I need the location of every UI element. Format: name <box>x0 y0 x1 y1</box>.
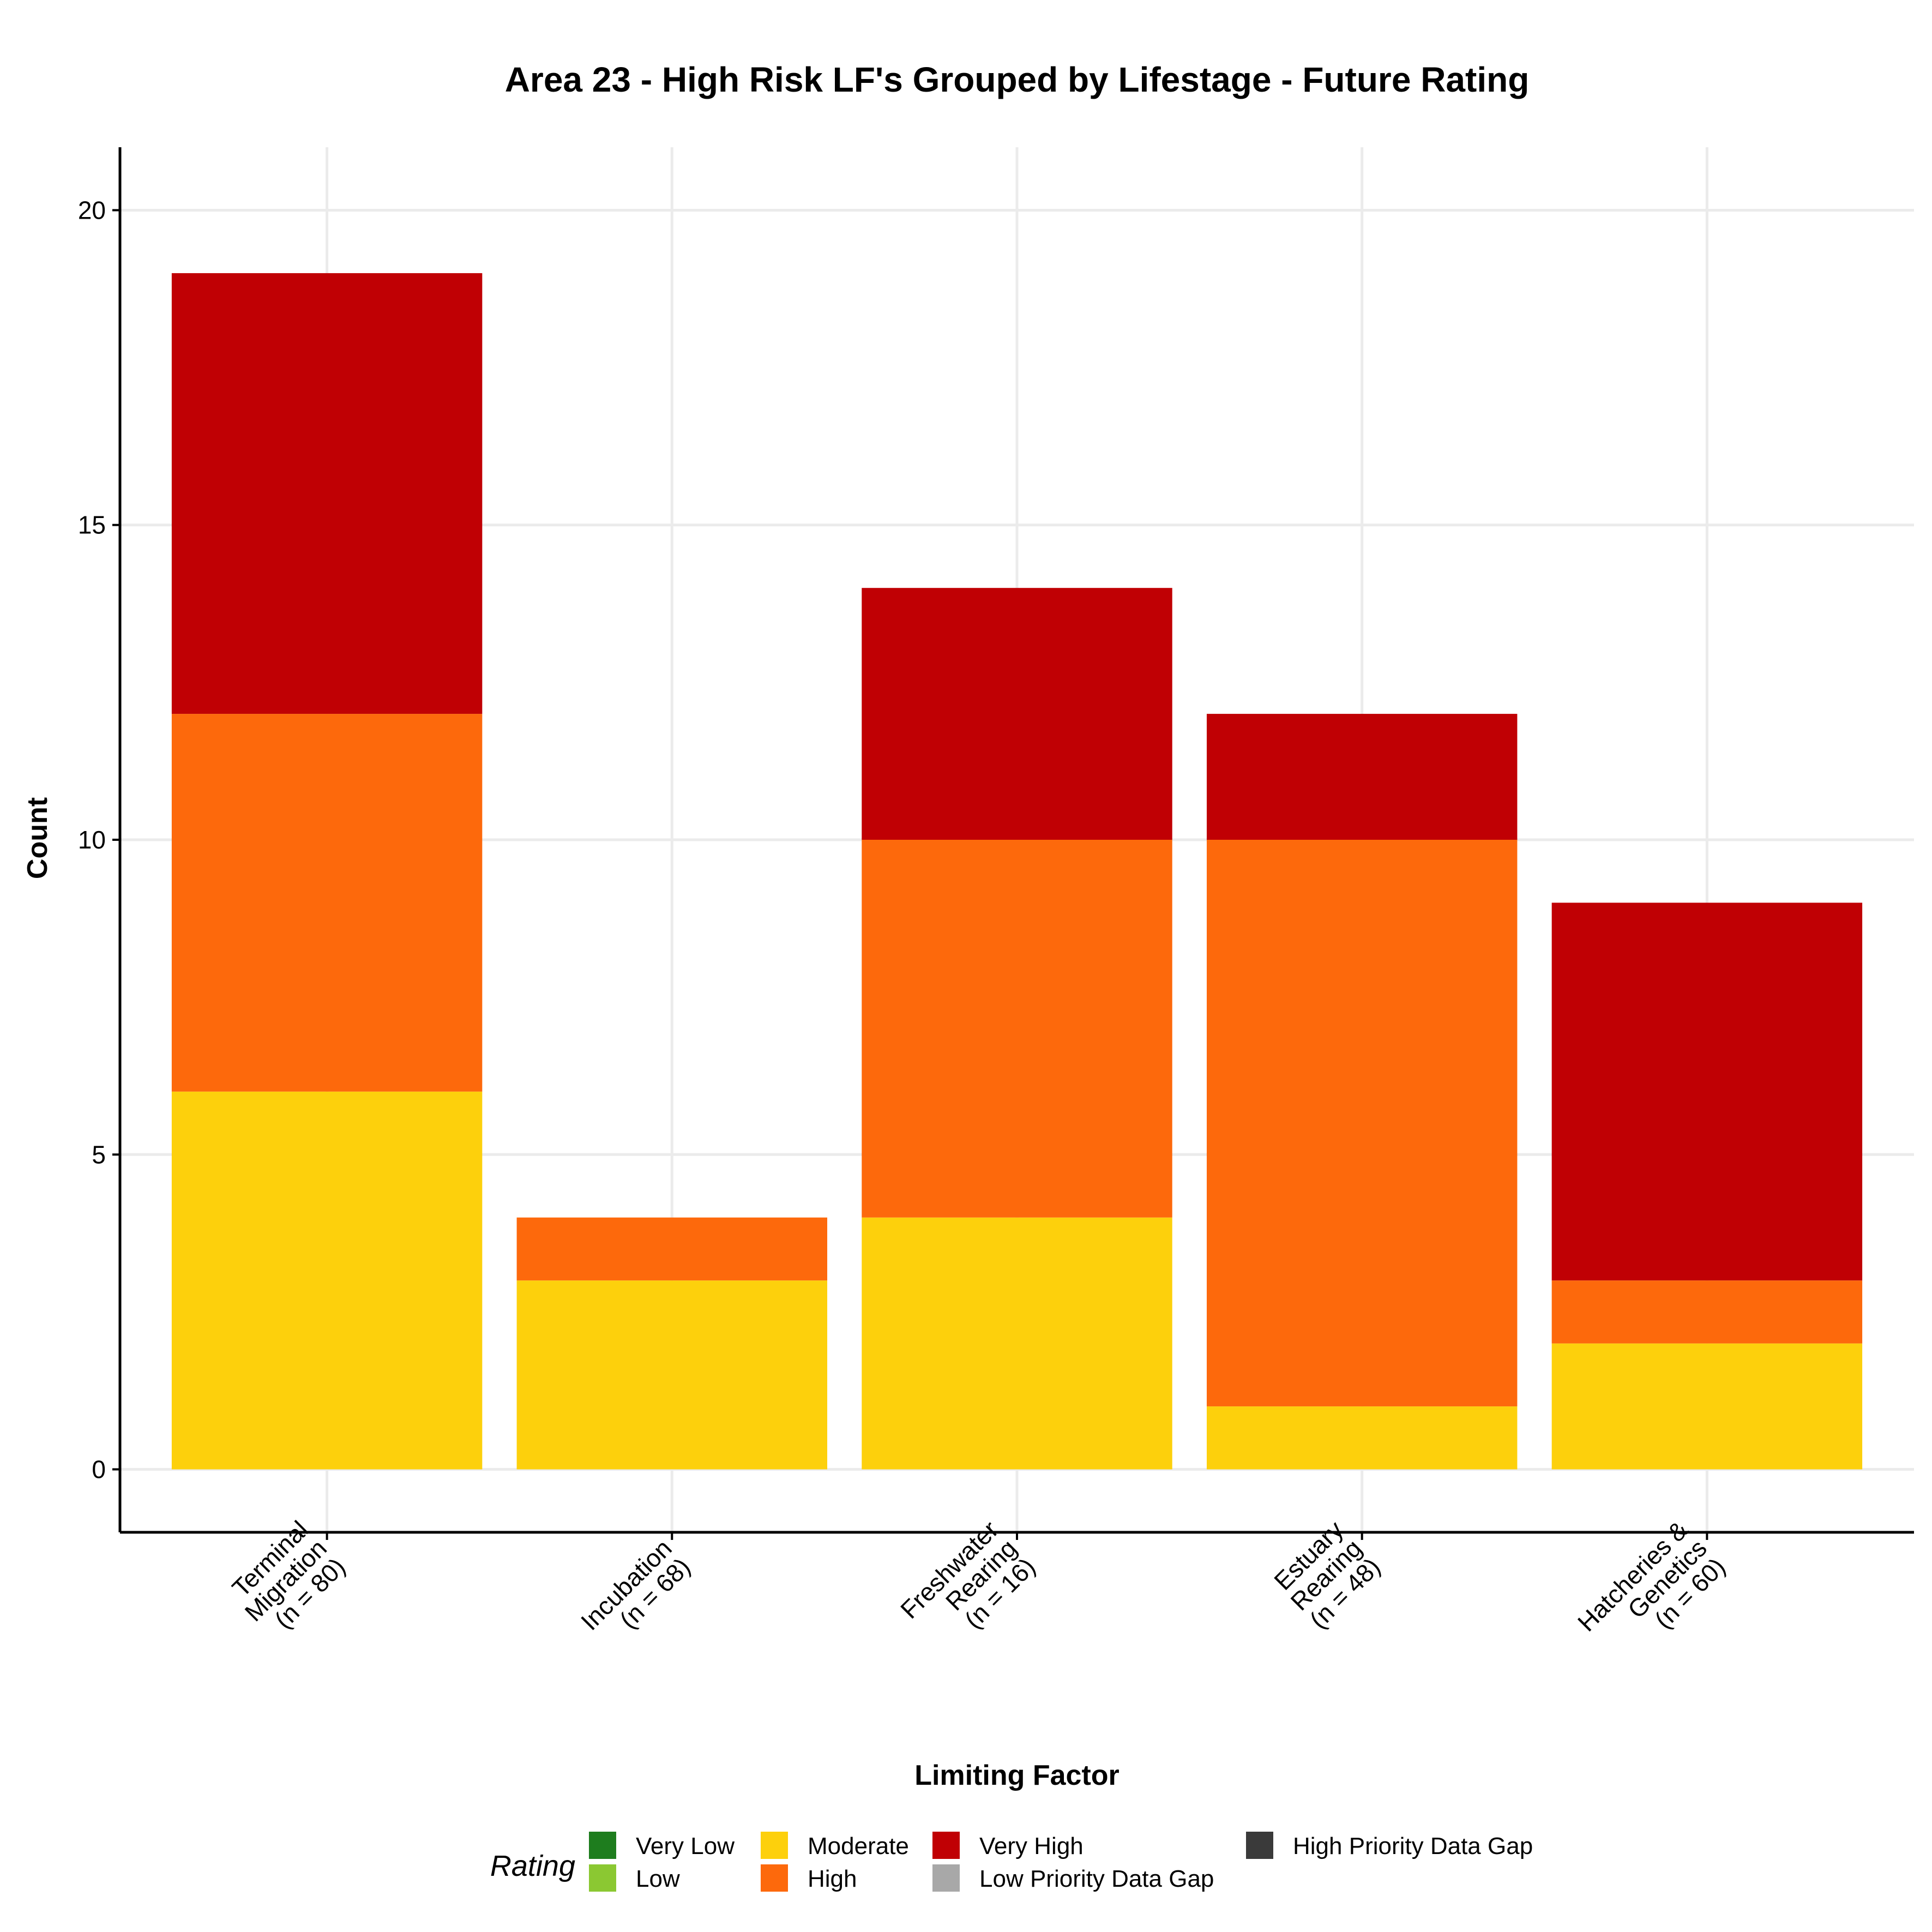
legend-swatch-low-priority-data-gap <box>932 1864 960 1892</box>
y-tick-label: 15 <box>78 511 106 539</box>
bar-high-3 <box>1206 840 1518 1407</box>
legend-label: Very High <box>979 1833 1084 1859</box>
bar-moderate-4 <box>1551 1343 1863 1470</box>
x-tick-label: FreshwaterRearing(n = 16) <box>895 1515 1040 1661</box>
legend-title: Rating <box>490 1850 575 1882</box>
chart-title: Area 23 - High Risk LF's Grouped by Life… <box>505 60 1530 99</box>
bar-high-2 <box>862 840 1172 1218</box>
legend-swatch-high <box>761 1864 788 1892</box>
legend-swatch-very-high <box>932 1832 960 1859</box>
bars <box>171 273 1863 1470</box>
y-tick-label: 20 <box>78 196 106 224</box>
bar-high-4 <box>1551 1280 1863 1344</box>
x-axis-title: Limiting Factor <box>914 1760 1120 1791</box>
bar-moderate-0 <box>171 1091 483 1470</box>
legend-swatch-very-low <box>589 1832 616 1859</box>
legend-label: Low <box>636 1865 680 1892</box>
x-axis-ticks: TerminalMigration(n = 80) Incubation(n = … <box>221 1515 1730 1661</box>
y-tick-label: 10 <box>78 826 106 854</box>
bar-moderate-3 <box>1206 1406 1518 1470</box>
legend-label: Moderate <box>808 1833 909 1859</box>
x-tick-label: Incubation(n = 68) <box>575 1534 696 1654</box>
bar-high-0 <box>171 714 483 1092</box>
legend-label: High Priority Data Gap <box>1293 1833 1533 1859</box>
y-tick-label: 0 <box>92 1455 106 1484</box>
legend-swatch-moderate <box>761 1832 788 1859</box>
legend: Rating Very Low Low Moderate High Very High L… <box>490 1832 1533 1892</box>
legend-label: High <box>808 1865 857 1892</box>
bar-very-high-0 <box>171 273 483 714</box>
y-axis-ticks: 0 5 10 15 20 <box>78 196 120 1484</box>
x-tick-label: TerminalMigration(n = 80) <box>221 1515 351 1645</box>
bar-high-1 <box>516 1217 828 1281</box>
legend-swatch-high-priority-data-gap <box>1246 1832 1273 1859</box>
bar-moderate-1 <box>516 1280 828 1470</box>
bar-very-high-3 <box>1206 714 1518 840</box>
bar-moderate-2 <box>862 1217 1172 1470</box>
y-axis-title: Count <box>22 797 53 879</box>
bar-very-high-2 <box>862 588 1172 840</box>
bar-very-high-4 <box>1551 902 1863 1281</box>
legend-swatch-low <box>589 1864 616 1892</box>
legend-label: Low Priority Data Gap <box>979 1865 1214 1892</box>
legend-label: Very Low <box>636 1833 735 1859</box>
y-tick-label: 5 <box>92 1140 106 1169</box>
